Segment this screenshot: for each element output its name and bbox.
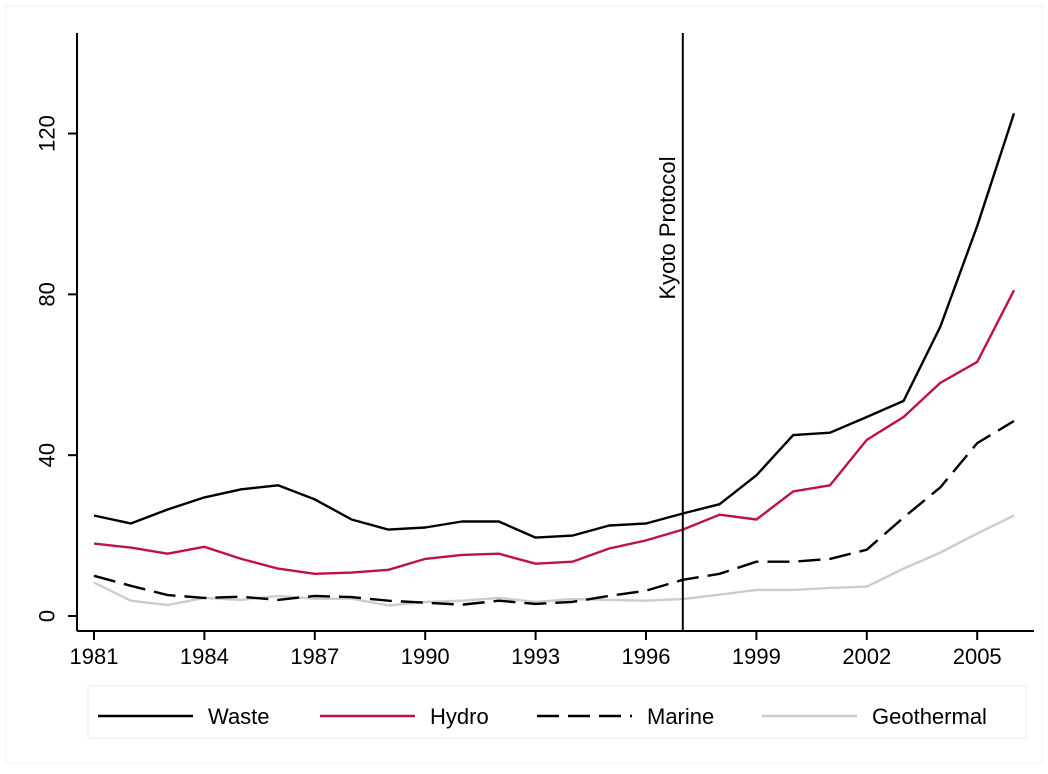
chart-frame xyxy=(5,5,1043,764)
x-tick-label: 1993 xyxy=(511,644,560,669)
legend: Waste Hydro Marine Geothermal xyxy=(87,685,1027,739)
x-tick-label: 2005 xyxy=(953,644,1002,669)
series-line-geothermal xyxy=(93,514,1015,607)
legend-label-hydro: Hydro xyxy=(430,704,489,729)
annotation-label: Kyoto Protocol xyxy=(655,156,680,299)
series-line-hydro xyxy=(93,289,1016,575)
y-tick-label: 40 xyxy=(35,443,60,467)
x-tick-label: 1990 xyxy=(401,644,450,669)
x-tick-label: 1984 xyxy=(180,644,229,669)
series-line-marine xyxy=(93,419,1015,606)
plot-area xyxy=(93,113,1016,607)
annotations: Kyoto Protocol xyxy=(655,33,684,631)
legend-label-geothermal: Geothermal xyxy=(872,704,987,729)
y-tick-label: 0 xyxy=(35,610,60,622)
x-tick-label: 2002 xyxy=(842,644,891,669)
axes: 0 40 80 120 1981 1984 1987 1990 1993 1996 1999 2002… xyxy=(35,33,1034,669)
legend-label-marine: Marine xyxy=(647,704,714,729)
legend-label-waste: Waste xyxy=(208,704,270,729)
x-tick-label: 1981 xyxy=(70,644,119,669)
series-line-waste xyxy=(93,113,1016,539)
x-tick-label: 1999 xyxy=(732,644,781,669)
y-tick-label: 80 xyxy=(35,282,60,306)
x-tick-label: 1987 xyxy=(290,644,339,669)
y-tick-label: 120 xyxy=(35,115,60,152)
x-tick-label: 1996 xyxy=(622,644,671,669)
legend-box xyxy=(87,685,1027,739)
